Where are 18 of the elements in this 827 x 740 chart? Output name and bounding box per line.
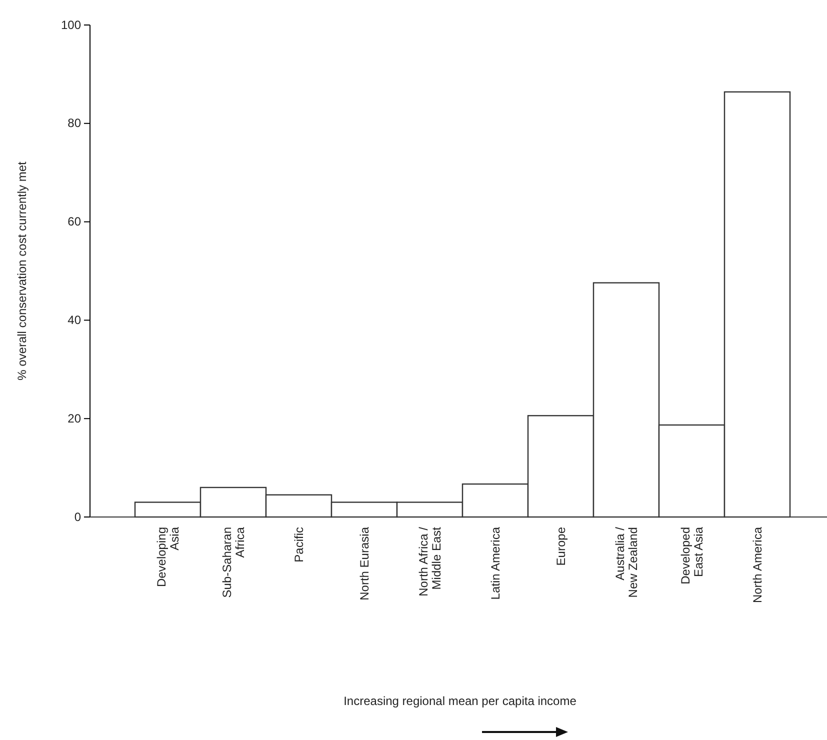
x-tick-label: Europe (554, 526, 568, 566)
x-tick-label: Developed East Asia (678, 526, 706, 584)
text: Increasing regional mean per capita income (344, 694, 577, 708)
y-tick-label: 60 (68, 214, 82, 229)
y-tick-label: 80 (68, 116, 82, 130)
x-tick-label: North America (750, 526, 764, 604)
y-tick-label: 20 (68, 411, 82, 426)
x-tick-label: Latin America (488, 526, 502, 600)
y-axis-title: % overall conservation cost currently met (15, 160, 29, 380)
x-tick-label: Developing Asia (154, 526, 182, 588)
x-tick-label: North Africa / Middle East (416, 526, 444, 596)
y-tick-label: 0 (74, 510, 82, 524)
x-tick-label: North Eurasia (357, 526, 372, 600)
x-tick-label: Sub-Saharan Africa (220, 526, 247, 598)
x-tick-label: Australia / New Zealand (612, 526, 640, 598)
x-tick-label: Pacific (292, 527, 306, 562)
y-tick-label: 100 (60, 18, 82, 32)
y-tick-label: 40 (68, 313, 82, 328)
